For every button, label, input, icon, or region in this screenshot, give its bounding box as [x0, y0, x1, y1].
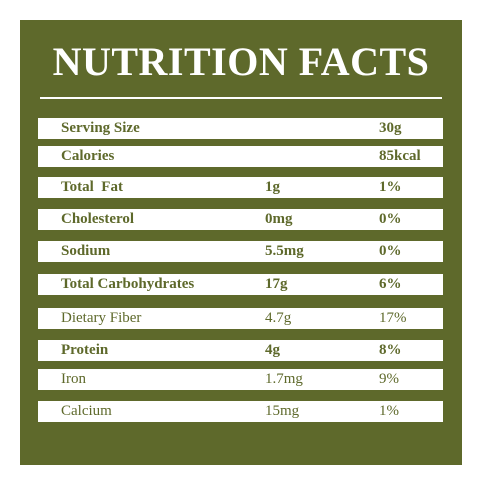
row-total-carbohydrates: Total Carbohydrates 17g 6% [38, 274, 443, 295]
row-amount: 1.7mg [265, 371, 303, 387]
row-label: Iron [61, 371, 86, 387]
row-label: Total Carbohydrates [61, 276, 195, 292]
row-label: Serving Size [61, 120, 140, 136]
page-title: NUTRITION FACTS [52, 39, 430, 84]
row-percent: 1% [379, 179, 402, 195]
row-amount: 5.5mg [265, 243, 304, 259]
row-amount: 4.7g [265, 310, 292, 326]
row-label: Calcium [61, 403, 112, 419]
row-label: Cholesterol [61, 211, 135, 227]
row-dietary-fiber: Dietary Fiber 4.7g 17% [38, 308, 443, 329]
row-amount: 15mg [265, 403, 300, 419]
row-percent: 9% [379, 371, 399, 387]
row-total-fat: Total Fat 1g 1% [38, 177, 443, 198]
row-serving-size: Serving Size 30g [38, 118, 443, 139]
row-amount: 4g [265, 342, 280, 358]
row-percent: 6% [379, 276, 402, 292]
row-calcium: Calcium 15mg 1% [38, 401, 443, 422]
row-percent: 0% [379, 243, 402, 259]
row-amount: 0mg [265, 211, 293, 227]
row-percent: 17% [379, 310, 407, 326]
row-calories: Calories 85kcal [38, 146, 443, 167]
row-label: Total Fat [61, 179, 123, 195]
row-label: Protein [61, 342, 109, 358]
row-label: Dietary Fiber [61, 310, 142, 326]
row-amount: 1g [265, 179, 280, 195]
row-sodium: Sodium 5.5mg 0% [38, 241, 443, 262]
row-amount: 17g [265, 276, 288, 292]
row-protein: Protein 4g 8% [38, 340, 443, 361]
title-divider [40, 97, 442, 99]
row-cholesterol: Cholesterol 0mg 0% [38, 209, 443, 230]
row-percent: 0% [379, 211, 402, 227]
row-iron: Iron 1.7mg 9% [38, 369, 443, 390]
row-value: 85kcal [379, 148, 421, 164]
row-percent: 1% [379, 403, 399, 419]
row-value: 30g [379, 120, 402, 136]
nutrition-facts-panel: NUTRITION FACTS Serving Size 30g Calorie… [20, 20, 462, 465]
row-label: Calories [61, 148, 115, 164]
row-label: Sodium [61, 243, 111, 259]
row-percent: 8% [379, 342, 402, 358]
